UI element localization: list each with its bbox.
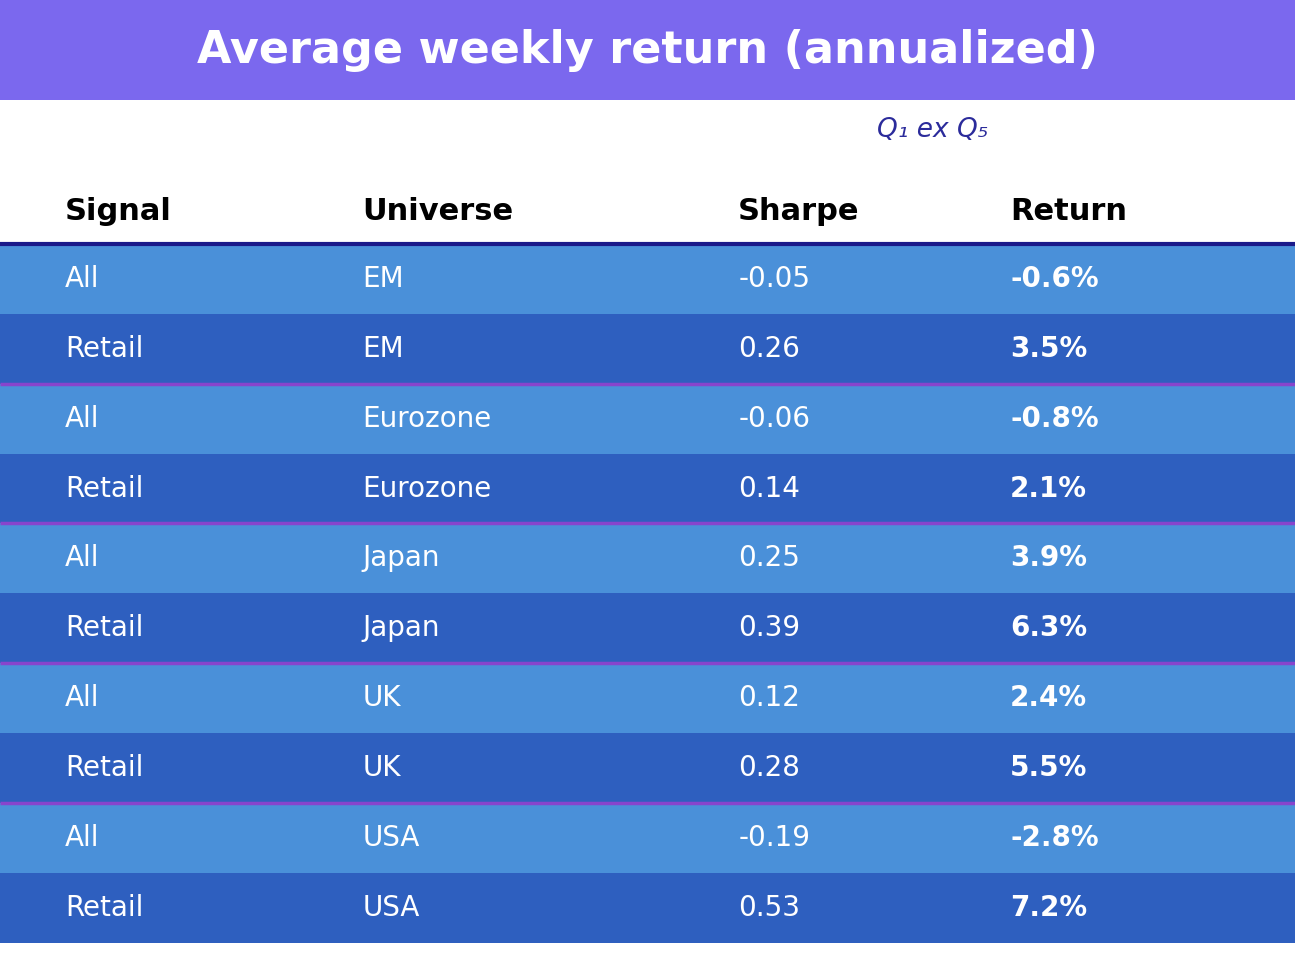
Text: 0.28: 0.28: [738, 754, 800, 782]
Text: All: All: [65, 684, 100, 712]
Text: USA: USA: [363, 824, 420, 852]
Bar: [0, 733, 1295, 803]
Text: Average weekly return (annualized): Average weekly return (annualized): [197, 29, 1098, 72]
Bar: [0, 593, 1295, 663]
Text: 0.14: 0.14: [738, 475, 800, 502]
Text: Eurozone: Eurozone: [363, 405, 492, 433]
Text: -0.06: -0.06: [738, 405, 811, 433]
Text: Universe: Universe: [363, 197, 514, 226]
Text: 6.3%: 6.3%: [1010, 614, 1088, 642]
Text: All: All: [65, 265, 100, 293]
Text: 0.26: 0.26: [738, 335, 800, 363]
Text: 0.39: 0.39: [738, 614, 800, 642]
Text: 0.25: 0.25: [738, 545, 800, 572]
Bar: [0, 0, 1295, 100]
Text: UK: UK: [363, 684, 401, 712]
Bar: [0, 523, 1295, 593]
Bar: [0, 663, 1295, 733]
Text: 0.12: 0.12: [738, 684, 800, 712]
Text: -0.19: -0.19: [738, 824, 811, 852]
Text: -0.05: -0.05: [738, 265, 811, 293]
Text: Sharpe: Sharpe: [738, 197, 860, 226]
Text: -2.8%: -2.8%: [1010, 824, 1098, 852]
Text: -0.6%: -0.6%: [1010, 265, 1098, 293]
Text: Retail: Retail: [65, 754, 144, 782]
Text: 3.5%: 3.5%: [1010, 335, 1088, 363]
Text: Retail: Retail: [65, 335, 144, 363]
Text: 2.1%: 2.1%: [1010, 475, 1087, 502]
Text: All: All: [65, 545, 100, 572]
Text: Eurozone: Eurozone: [363, 475, 492, 502]
Text: 5.5%: 5.5%: [1010, 754, 1088, 782]
Text: USA: USA: [363, 894, 420, 922]
Text: Retail: Retail: [65, 475, 144, 502]
Text: EM: EM: [363, 335, 404, 363]
Text: Japan: Japan: [363, 545, 440, 572]
Bar: [0, 244, 1295, 314]
Text: -0.8%: -0.8%: [1010, 405, 1098, 433]
Bar: [0, 179, 1295, 244]
Text: 2.4%: 2.4%: [1010, 684, 1088, 712]
Bar: [0, 314, 1295, 384]
Bar: [0, 803, 1295, 873]
Text: Retail: Retail: [65, 894, 144, 922]
Text: 3.9%: 3.9%: [1010, 545, 1087, 572]
Text: Q₁ ex Q₅: Q₁ ex Q₅: [877, 117, 988, 144]
Text: 7.2%: 7.2%: [1010, 894, 1088, 922]
Bar: [0, 384, 1295, 454]
Text: Japan: Japan: [363, 614, 440, 642]
Text: All: All: [65, 405, 100, 433]
Text: EM: EM: [363, 265, 404, 293]
Text: Signal: Signal: [65, 197, 172, 226]
Text: 0.53: 0.53: [738, 894, 800, 922]
Text: Return: Return: [1010, 197, 1127, 226]
Text: Retail: Retail: [65, 614, 144, 642]
Text: All: All: [65, 824, 100, 852]
Text: UK: UK: [363, 754, 401, 782]
Bar: [0, 873, 1295, 943]
Bar: [0, 454, 1295, 523]
